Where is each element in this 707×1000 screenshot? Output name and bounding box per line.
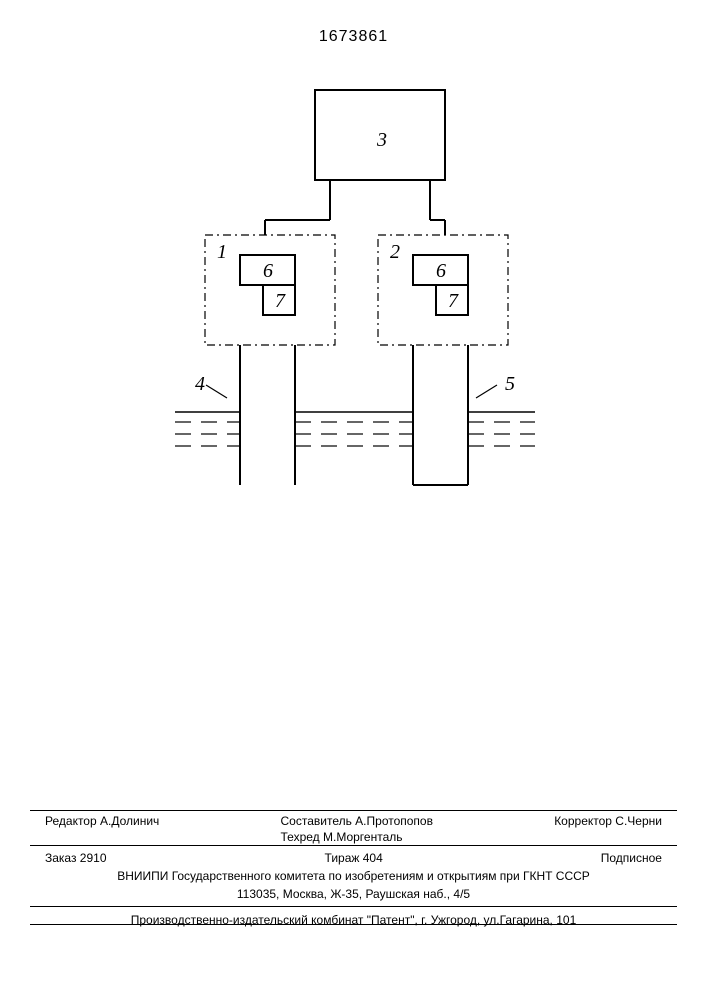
techred-credit: Техред М.Моргенталь <box>281 830 403 844</box>
tirage: Тираж 404 <box>325 850 383 866</box>
compiler-credit: Составитель А.Протопопов <box>281 814 433 828</box>
divider <box>30 810 677 811</box>
footer-printer: Производственно-издательский комбинат "П… <box>45 910 662 928</box>
svg-text:3: 3 <box>376 129 387 151</box>
footer-order: Заказ 2910 Тираж 404 Подписное ВНИИПИ Го… <box>45 850 662 903</box>
divider <box>30 906 677 907</box>
corrector-credit: Корректор С.Черни <box>554 813 662 845</box>
svg-text:6: 6 <box>436 260 446 282</box>
org-line-1: ВНИИПИ Государственного комитета по изоб… <box>45 868 662 884</box>
order-number: Заказ 2910 <box>45 850 107 866</box>
org-line-2: 113035, Москва, Ж-35, Раушская наб., 4/5 <box>45 886 662 902</box>
svg-text:5: 5 <box>505 373 515 395</box>
footer-credits: Редактор А.Долинич Составитель А.Протопо… <box>45 813 662 845</box>
svg-text:7: 7 <box>448 290 459 312</box>
editor-credit: Редактор А.Долинич <box>45 813 159 845</box>
svg-text:4: 4 <box>195 373 205 395</box>
subscription: Подписное <box>601 850 662 866</box>
svg-text:6: 6 <box>263 260 273 282</box>
schematic-diagram: 367167245 <box>165 80 545 530</box>
svg-text:2: 2 <box>390 241 400 263</box>
printer-line: Производственно-издательский комбинат "П… <box>45 912 662 928</box>
svg-text:1: 1 <box>217 241 227 263</box>
page-number: 1673861 <box>0 28 707 46</box>
svg-text:7: 7 <box>275 290 286 312</box>
